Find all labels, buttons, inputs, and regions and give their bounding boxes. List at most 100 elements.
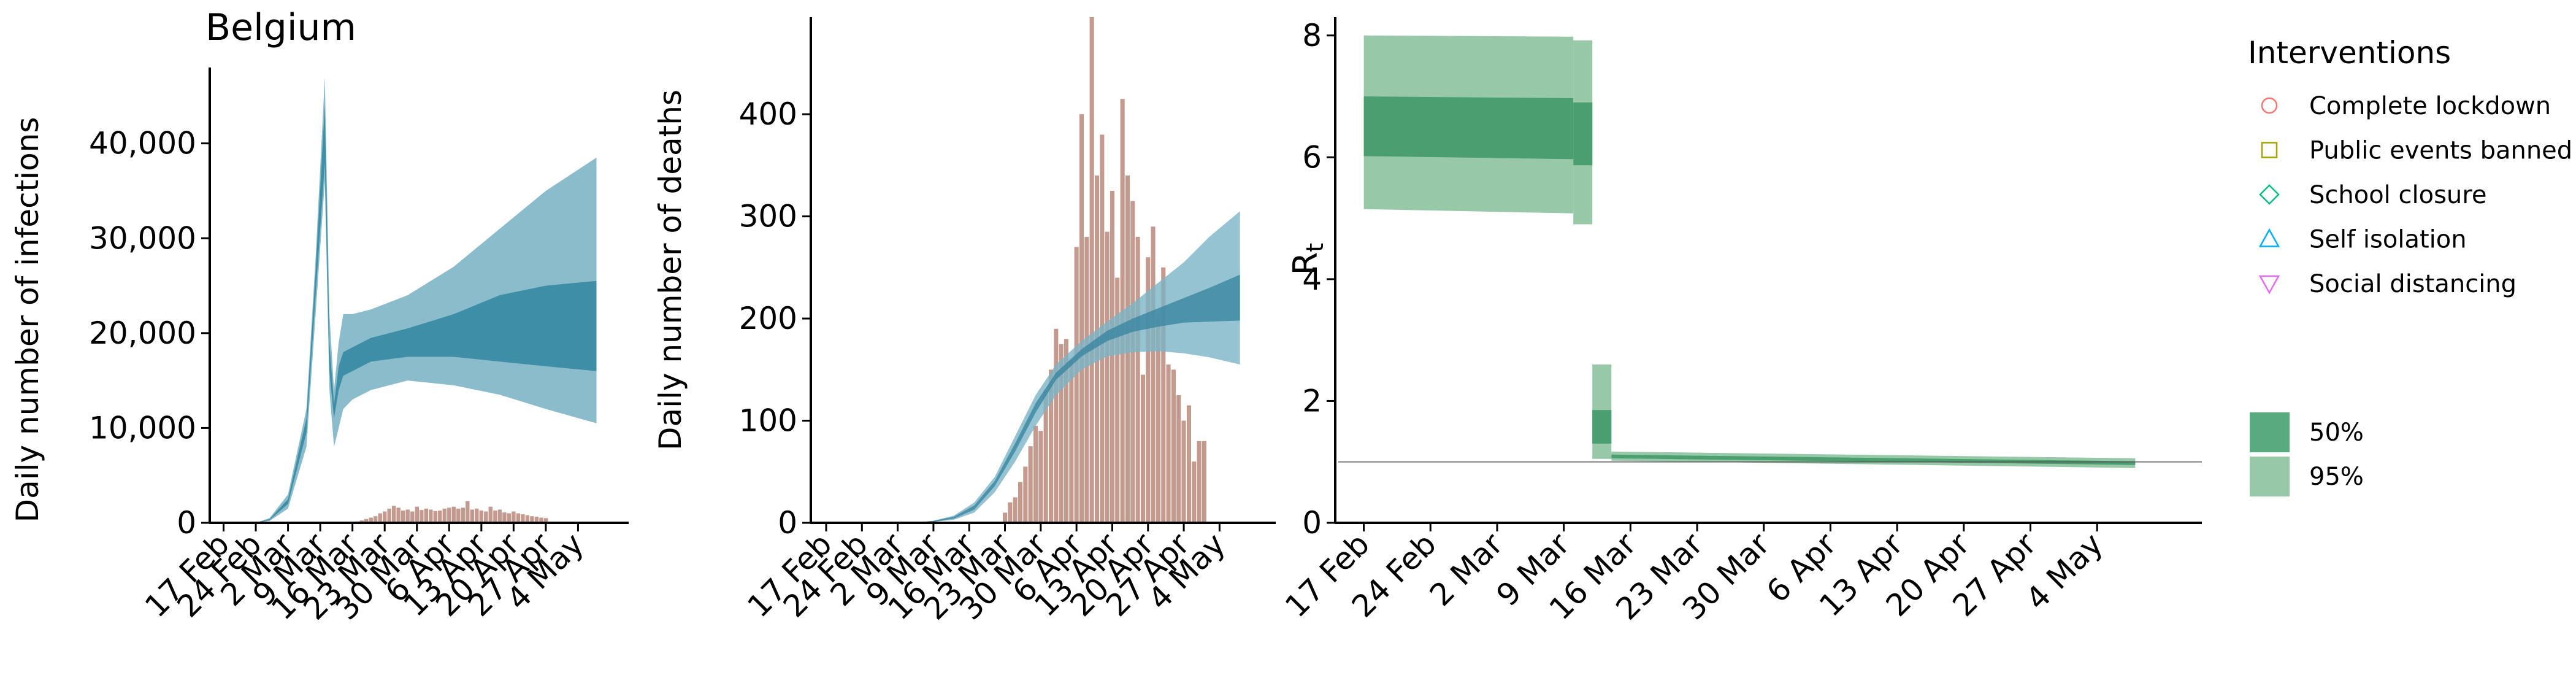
y-tick-label: 200 xyxy=(739,301,797,336)
bar xyxy=(1156,318,1160,523)
bar xyxy=(387,508,391,523)
bar xyxy=(539,517,543,523)
bar xyxy=(1054,328,1059,523)
bar xyxy=(521,514,525,523)
bar xyxy=(1069,359,1074,523)
bar xyxy=(420,510,424,523)
legend: Interventions Complete lockdown Public ev… xyxy=(2248,35,2572,496)
y-axis-label: Daily number of infections xyxy=(10,117,45,523)
bar xyxy=(1130,201,1135,523)
y-tick-label: 6 xyxy=(1302,139,1322,175)
bar xyxy=(1089,17,1094,523)
bar xyxy=(1038,431,1043,523)
x-tick-label: 2 Mar xyxy=(1423,526,1510,613)
bar xyxy=(479,510,483,523)
legend-item: Public events banned xyxy=(2261,137,2572,165)
y-tick-label: 0 xyxy=(1302,505,1322,541)
bar xyxy=(451,506,456,523)
legend-title: Interventions xyxy=(2248,35,2451,71)
bar xyxy=(1135,236,1140,523)
legend-ci-label: 95% xyxy=(2309,463,2364,491)
ci95-band xyxy=(256,77,597,523)
legend-item-label: Social distancing xyxy=(2309,270,2517,298)
bar xyxy=(1028,446,1033,523)
y-tick-label: 30,000 xyxy=(89,220,196,256)
bar xyxy=(1033,425,1038,523)
bar xyxy=(396,507,401,523)
bar xyxy=(493,510,497,523)
y-tick-label: 2 xyxy=(1302,383,1322,419)
legend-item: School closure xyxy=(2259,181,2486,209)
bar xyxy=(1003,512,1008,523)
bar xyxy=(1161,267,1166,523)
bar xyxy=(1074,247,1079,523)
bar xyxy=(470,509,474,523)
bar xyxy=(1023,466,1028,523)
bar xyxy=(461,507,465,523)
bar xyxy=(447,507,451,523)
bar xyxy=(1105,231,1110,523)
bar xyxy=(1013,497,1018,523)
bar xyxy=(1110,191,1114,523)
bar xyxy=(1197,441,1202,523)
bar xyxy=(1064,339,1068,523)
bar xyxy=(401,510,405,523)
bar xyxy=(364,519,369,523)
bar xyxy=(369,517,373,523)
bar xyxy=(530,516,534,523)
legend-marker-triangle-up xyxy=(2258,228,2280,247)
bar xyxy=(1079,114,1084,523)
bar xyxy=(525,515,530,523)
bar xyxy=(424,508,428,523)
y-tick-label: 20,000 xyxy=(89,315,196,351)
legend-ci-swatch xyxy=(2250,412,2290,452)
bar xyxy=(1146,257,1151,523)
ci50-band xyxy=(913,274,1240,523)
legend-ci-item: 50% xyxy=(2250,412,2364,452)
legend-item: Self isolation xyxy=(2258,226,2467,254)
bar xyxy=(405,509,410,523)
ci50-band xyxy=(256,105,597,523)
bar xyxy=(484,511,488,523)
bar xyxy=(1192,461,1197,523)
bar xyxy=(456,508,461,523)
bar xyxy=(1084,236,1089,523)
legend-marker-diamond xyxy=(2259,184,2280,205)
observed-bars xyxy=(355,501,548,523)
legend-ci-swatch xyxy=(2250,457,2290,496)
bar xyxy=(1166,365,1171,523)
bar xyxy=(507,513,512,523)
legend-item: Social distancing xyxy=(2258,270,2517,298)
y-axis-label: Rt xyxy=(1286,243,1328,275)
bar xyxy=(475,508,479,523)
legend-marker-triangle-down xyxy=(2258,275,2280,295)
bar xyxy=(502,512,507,523)
bar xyxy=(1043,390,1048,523)
bar xyxy=(429,509,433,523)
legend-ci-item: 95% xyxy=(2250,457,2364,496)
bar xyxy=(1049,369,1054,523)
bar xyxy=(1008,502,1013,523)
bar xyxy=(497,509,502,523)
bar xyxy=(1059,344,1064,523)
legend-item-label: Complete lockdown xyxy=(2309,92,2551,120)
bar xyxy=(1151,226,1156,523)
y-tick-label: 40,000 xyxy=(89,126,196,161)
bar xyxy=(392,506,396,523)
bar xyxy=(442,508,447,523)
y-tick-label: 400 xyxy=(739,96,797,132)
bar xyxy=(415,506,419,523)
rt-ci50-band xyxy=(1611,454,2136,465)
legend-item: Complete lockdown xyxy=(2261,92,2551,120)
bar xyxy=(383,511,387,523)
bar xyxy=(438,510,442,523)
rt-ci50-band xyxy=(1573,102,1593,166)
rt-ci50-band xyxy=(1363,96,1574,160)
y-axis-label: Daily number of deaths xyxy=(653,90,688,450)
ci95-band xyxy=(913,211,1240,523)
y-tick-label: 8 xyxy=(1302,18,1322,53)
bar xyxy=(1018,482,1023,523)
